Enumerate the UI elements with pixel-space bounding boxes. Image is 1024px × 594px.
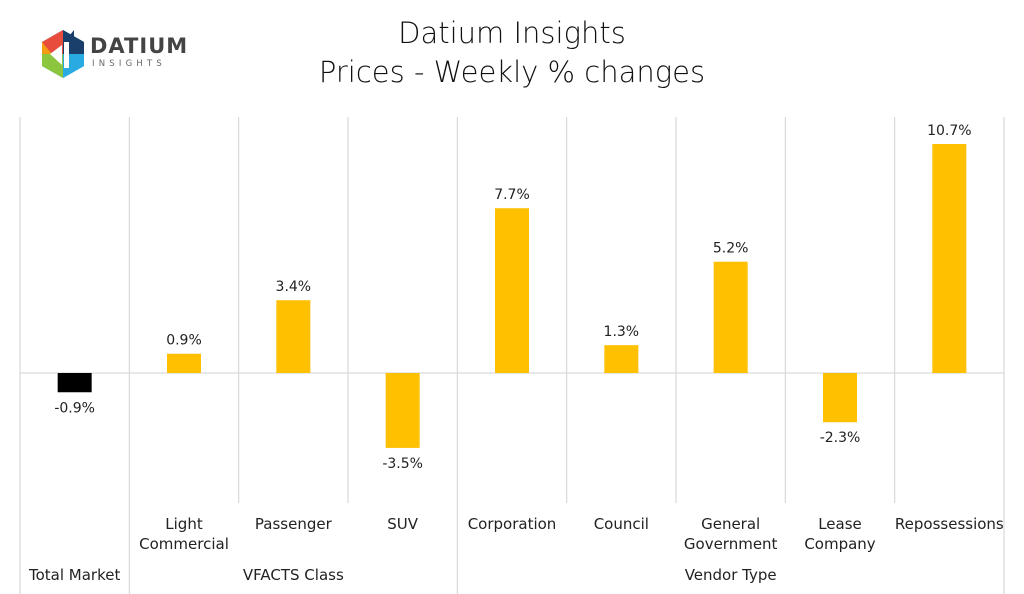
category-label: Company — [804, 535, 875, 553]
bar-general-government — [713, 261, 748, 373]
data-label: -0.9% — [54, 400, 95, 416]
datium-logo: DATIUM INSIGHTS — [38, 28, 188, 80]
data-label: 7.7% — [494, 187, 530, 203]
group-label: VFACTS Class — [243, 566, 344, 584]
data-label: -3.5% — [382, 456, 423, 472]
chart-title-line2: Prices - Weekly % changes — [318, 55, 706, 89]
bar-lease-company — [823, 373, 857, 423]
category-label: Council — [594, 515, 649, 533]
bar-repossessions — [932, 144, 967, 373]
category-label: Government — [684, 535, 778, 553]
category-label: Total Market — [28, 566, 120, 584]
logo-wordmark: DATIUM — [90, 34, 189, 58]
group-label: Vendor Type — [685, 566, 777, 584]
bar-light-commercial — [167, 353, 201, 373]
category-label: Lease — [818, 515, 862, 533]
category-label: Passenger — [255, 515, 333, 533]
chart-title-line1: Datium Insights — [398, 16, 626, 50]
logo-subtitle: INSIGHTS — [92, 59, 166, 69]
bar-total-market — [57, 373, 92, 393]
category-label: Light — [165, 515, 203, 533]
bar-corporation — [495, 208, 529, 373]
data-label: -2.3% — [820, 430, 861, 446]
category-label: SUV — [387, 515, 419, 533]
data-label: 3.4% — [276, 279, 312, 295]
data-label: 1.3% — [604, 324, 640, 340]
data-label: 0.9% — [166, 333, 202, 349]
bar-suv — [385, 373, 420, 448]
category-label: Corporation — [468, 515, 557, 533]
data-label: 5.2% — [713, 241, 749, 257]
category-label: General — [701, 515, 760, 533]
bar-council — [604, 345, 639, 373]
bar-passenger — [276, 300, 311, 373]
category-label: Repossessions — [895, 515, 1004, 533]
logo-hexagon-icon — [42, 30, 84, 78]
data-label: 10.7% — [927, 123, 971, 139]
category-label: Commercial — [139, 535, 229, 553]
